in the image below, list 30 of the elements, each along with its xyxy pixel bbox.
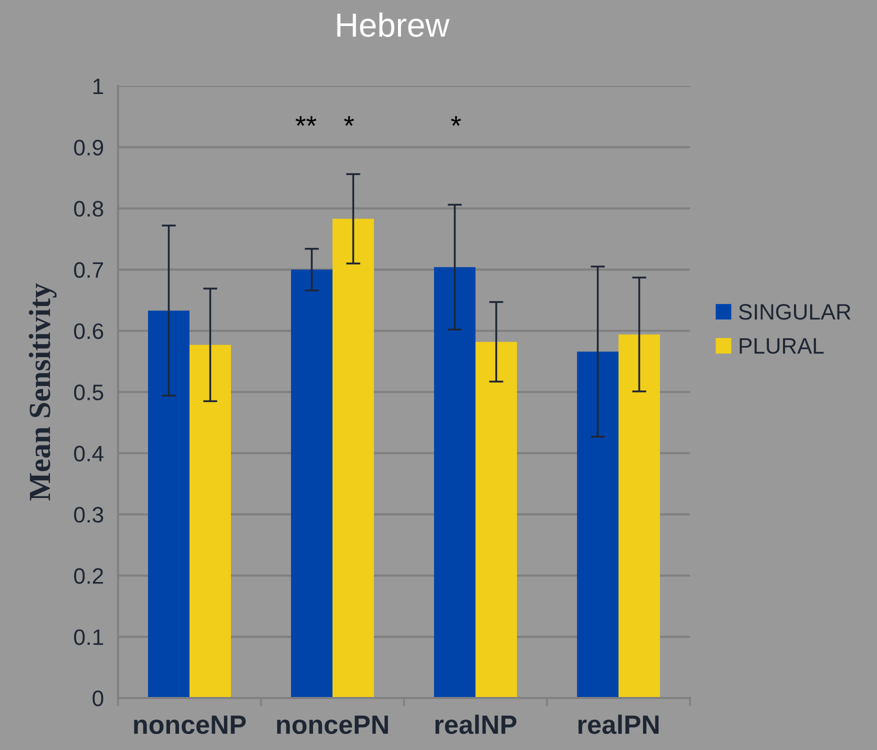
bar	[476, 342, 517, 698]
y-tick-label: 1	[93, 78, 104, 94]
y-tick-label: 0.1	[74, 629, 104, 646]
y-tick-label: 0.5	[74, 384, 104, 400]
y-tick-label: 0.3	[74, 506, 104, 523]
y-tick-label: 0.6	[74, 323, 104, 340]
x-tick-label: realPN	[578, 714, 659, 734]
bar	[148, 310, 190, 698]
y-tick-label: 0.4	[74, 446, 104, 462]
y-tick-label: 0.7	[74, 262, 103, 278]
annotation: *	[344, 116, 354, 126]
y-tick-label: 0.9	[74, 140, 104, 156]
y-tick-label: 0	[92, 690, 104, 706]
x-tick-label: noncePN	[277, 716, 388, 734]
bar	[434, 267, 476, 698]
y-axis-title: Mean Sensitivity	[28, 283, 57, 501]
bar	[291, 270, 332, 698]
x-tick-label: nonceNP	[134, 716, 246, 734]
y-tick-label: 0.2	[74, 568, 103, 584]
annotation: **	[296, 116, 316, 126]
x-tick-label: realNP	[435, 714, 516, 734]
chart-title: Hebrew	[337, 12, 450, 37]
bar	[332, 218, 374, 698]
y-tick-label: 0.8	[74, 200, 104, 217]
legend-label: PLURAL	[740, 338, 824, 354]
legend-label: SINGULAR	[738, 304, 851, 320]
bar	[577, 352, 618, 698]
bar	[190, 344, 231, 698]
bar	[618, 334, 660, 698]
annotation: *	[451, 116, 461, 126]
